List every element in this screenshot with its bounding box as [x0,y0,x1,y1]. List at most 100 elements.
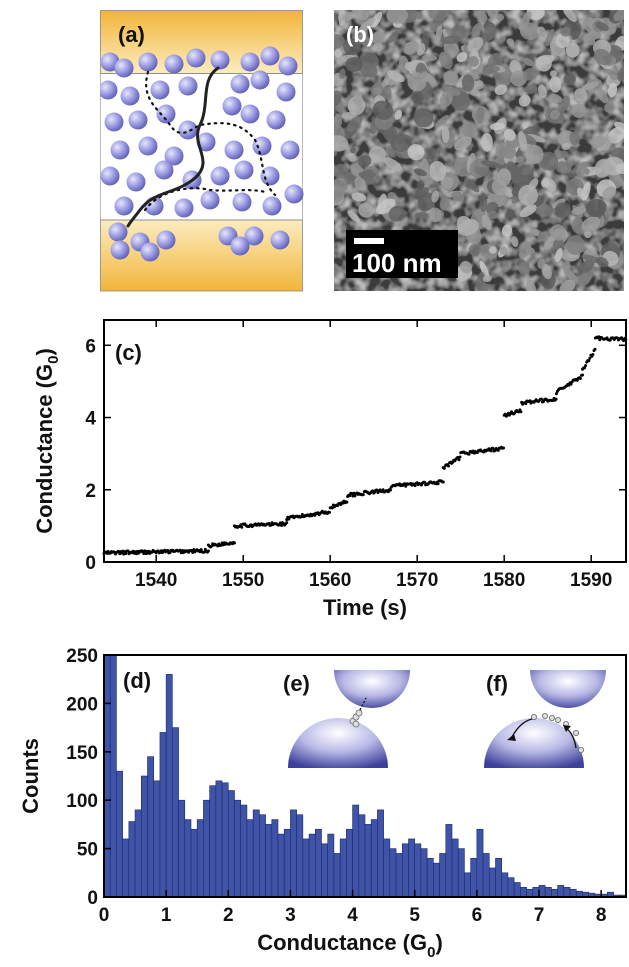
sem-grain [476,271,486,291]
sem-grain [486,201,499,215]
sem-grain [519,204,537,218]
histogram-bar [234,799,242,898]
sem-grain [595,21,609,32]
sem-grain [571,206,586,216]
sem-grain [557,96,571,115]
nanoparticles [100,46,304,262]
data-point [381,488,385,492]
histogram-bar [470,857,478,898]
histogram-bar [551,888,558,898]
sem-grain [334,177,348,193]
sem-grain [403,41,420,55]
sem-grain [517,164,534,184]
data-point [491,447,495,450]
inset-f-junction [484,670,606,768]
x-tick-label: 1550 [222,570,264,591]
sem-grain [581,81,600,91]
panel-d-conductance-histogram: 0 1 2 3 4 5 6 7 8 0 50 100 150 200 250 (e) (f) (d) Con… [18,646,627,961]
histogram-bar [389,848,397,898]
data-point [458,455,462,459]
panel-b-sem-image: 100 nm (b) [334,10,624,291]
x-tick-label: 1590 [570,570,612,591]
histogram-bar [532,887,540,898]
sem-grain [334,49,343,58]
sem-grain [560,26,571,37]
nanoparticle [128,110,148,130]
nanoparticle [164,146,184,166]
histogram-bar [203,799,210,898]
inset-f-top-tip [530,670,606,708]
data-point [233,541,236,545]
sem-grain [414,212,431,220]
histogram-bar [544,887,552,898]
sem-grain [348,155,357,162]
data-point [581,373,584,377]
sem-grain [421,54,438,62]
y-tick-label: 0 [85,553,96,574]
sem-grain [593,48,612,66]
nanoparticle [276,82,296,102]
panel-d-ticks: 0 1 2 3 4 5 6 7 8 0 50 100 150 200 250 [66,646,606,926]
nanoparticle [260,46,280,66]
histogram-bar [346,828,353,898]
histogram-bar [563,887,571,898]
nanoparticle [200,190,220,210]
panel-e-label: (e) [283,671,310,696]
sem-grain [390,133,413,152]
nanoparticle [156,230,176,250]
sem-grain [434,10,447,27]
data-point [442,466,446,470]
panel-c-xlabel: Time (s) [323,595,407,620]
histogram-bar [190,828,198,898]
sem-grain [425,147,437,159]
sem-grain [422,71,438,86]
sem-grain [561,142,571,151]
data-point [240,525,244,529]
nanoparticle [262,196,282,216]
panel-d-ylabel: Counts [18,738,43,814]
histogram-bar [520,887,527,898]
sem-grain [571,217,584,234]
sem-grain [334,163,350,180]
data-point [166,549,170,552]
sem-grain [469,88,478,96]
nanoparticle [252,136,272,156]
sem-grain [487,210,498,220]
histogram-bar [221,782,229,898]
inset-f-bottom-dome [484,718,584,768]
sem-grain [549,93,563,103]
sem-grain [413,187,430,200]
data-point [502,446,505,450]
nanoparticle [244,226,264,246]
sem-grain [404,61,415,72]
data-point [578,377,582,380]
nanoparticle [126,172,146,192]
panel-c-label: (c) [115,340,142,365]
sem-grain [562,10,577,22]
x-tick-label: 1540 [135,570,177,591]
sem-grain [518,261,530,275]
sem-grain [538,84,547,99]
sem-grain [555,33,570,49]
histogram-bar [246,819,254,898]
sem-grain [416,180,425,191]
sem-grain [334,135,349,152]
sem-grain [443,70,459,85]
sem-grain [457,219,479,236]
sem-grain [559,279,576,291]
data-point [496,448,500,452]
x-tick-label: 1560 [309,570,351,591]
nanoparticle [210,166,230,186]
histogram-bar [240,804,248,898]
sem-grain [541,179,550,188]
data-point [457,458,461,462]
x-tick-label: 1570 [396,570,438,591]
sem-grain [563,265,576,282]
nanoparticle [260,166,280,186]
sem-grain [545,28,555,47]
y-tick-label: 0 [87,888,98,909]
nanoparticle [250,70,270,90]
sem-grain [532,228,540,237]
sem-grain [615,163,624,175]
histogram-bar [476,828,484,898]
